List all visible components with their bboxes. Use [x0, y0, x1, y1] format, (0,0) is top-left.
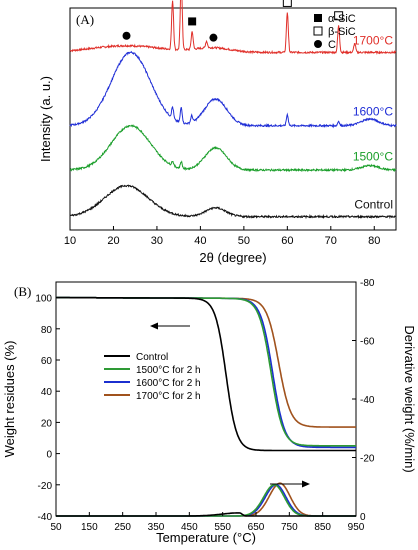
panel-a-phase-markers — [122, 0, 344, 42]
panel-b-frame — [55, 281, 357, 517]
series-label-1500-c: 1500°C — [353, 150, 393, 164]
panel-b-y-axis-label: Weight residues (%) — [2, 341, 17, 458]
panel-b: (B) 50 150 250 350 450 550 650 750 850 950 -40 -20… — [2, 278, 417, 545]
legend-marker-c — [314, 40, 322, 48]
a-x-tick-label-10: 10 — [64, 235, 76, 247]
arrow-right-head — [302, 480, 310, 488]
panel-a-x-axis-label: 2θ (degree) — [199, 250, 266, 265]
b-y-tick-label-40: 40 — [41, 387, 53, 398]
xrd-series-1700-c — [69, 0, 397, 55]
b-x-tick-label-850: 850 — [314, 522, 331, 533]
panel-a-series-labels: 1700°C 1600°C 1500°C Control — [353, 33, 393, 211]
arrow-left-head — [150, 322, 158, 330]
b-x-tick-label-50: 50 — [50, 522, 62, 533]
b-y-tick-label-20: 20 — [41, 418, 53, 429]
a-x-tick-label-40: 40 — [194, 235, 206, 247]
b-x-tick-label-250: 250 — [114, 522, 131, 533]
legend-marker-sic — [314, 14, 322, 22]
legend-label-c: C — [328, 39, 336, 51]
a-x-tick-label-80: 80 — [368, 235, 380, 247]
b-x-tick-label-450: 450 — [181, 522, 198, 533]
b-x-tick-label-950: 950 — [348, 522, 365, 533]
tg-curve-1500-c-for-2-h — [56, 296, 356, 447]
b-y2-tick-label--40: -40 — [360, 395, 375, 406]
legend-label-1600-c-for-2-h: 1600°C for 2 h — [136, 378, 201, 389]
a-x-tick-label-70: 70 — [325, 235, 337, 247]
panel-b-label: (B) — [14, 284, 31, 299]
b-x-tick-label-650: 650 — [248, 522, 265, 533]
b-x-tick-label-550: 550 — [214, 522, 231, 533]
b-y2-tick-label--80: -80 — [360, 278, 375, 289]
xrd-series-1500-c — [69, 124, 397, 173]
legend-label-1700-c-for-2-h: 1700°C for 2 h — [136, 391, 201, 402]
tg-curve-1700-c-for-2-h — [56, 296, 356, 428]
panel-b-curves — [56, 296, 356, 517]
b-x-tick-label-150: 150 — [81, 522, 98, 533]
b-x-tick-label-350: 350 — [148, 522, 165, 533]
panel-b-y2-axis-label: Derivative weight (%/min) — [402, 325, 417, 472]
a-x-tick-label-50: 50 — [238, 235, 250, 247]
panel-b-x-ticks: 50 150 250 350 450 550 650 750 850 950 — [50, 512, 365, 533]
panel-b-y-ticks: -40 -20 0 20 40 60 80 100 — [35, 294, 60, 523]
b-y-tick-label-60: 60 — [41, 356, 53, 367]
phase-marker-5 — [282, 0, 292, 7]
a-x-tick-label-60: 60 — [281, 235, 293, 247]
dtg-curve-1700-c-for-2-h — [56, 482, 356, 517]
b-y-tick-label-0: 0 — [46, 450, 52, 461]
panel-a: (A) 10 20 30 40 50 60 70 80 1700°C 1600°C 1500°C C… — [38, 0, 397, 265]
panel-b-y2-ticks: 0 -20 -40 -60 -80 — [352, 278, 375, 523]
b-x-tick-label-750: 750 — [281, 522, 298, 533]
panel-b-legend: Control 1500°C for 2 h 1600°C for 2 h 1700°… — [104, 352, 201, 402]
legend-label-1500-c-for-2-h: 1500°C for 2 h — [136, 365, 201, 376]
phase-marker-3 — [188, 17, 197, 26]
a-x-tick-label-30: 30 — [151, 235, 163, 247]
tg-curve-control — [56, 296, 356, 452]
b-y-tick-label--20: -20 — [38, 481, 53, 492]
b-y-tick-label-80: 80 — [41, 325, 53, 336]
panel-a-series-group — [69, 0, 397, 220]
series-label-1600-c: 1600°C — [353, 104, 393, 118]
b-y2-tick-label--60: -60 — [360, 337, 375, 348]
phase-marker-6 — [334, 11, 344, 21]
panel-a-x-ticks: 10 20 30 40 50 60 70 80 — [64, 226, 380, 247]
series-label-1700-c: 1700°C — [353, 33, 393, 47]
dtg-curve-1600-c-for-2-h — [56, 483, 356, 517]
panel-a-y-axis-label: Intensity (a. u.) — [38, 76, 53, 162]
dtg-curve-control — [56, 512, 356, 517]
legend-marker-sic — [313, 26, 323, 36]
panel-a-label: (A) — [76, 12, 94, 27]
series-label-control: Control — [354, 198, 393, 212]
panel-a-frame — [69, 7, 397, 231]
legend-label-sic: α-SiC — [328, 13, 356, 25]
phase-marker-0 — [122, 31, 131, 40]
legend-label-sic: β-SiC — [328, 26, 356, 38]
b-y2-tick-label--20: -20 — [360, 454, 375, 465]
b-y-tick-label--40: -40 — [38, 512, 53, 523]
phase-marker-4 — [209, 33, 218, 42]
a-x-tick-label-20: 20 — [107, 235, 119, 247]
panel-b-x-axis-label: Temperature (°C) — [156, 530, 256, 545]
b-y2-tick-label-0: 0 — [360, 512, 366, 523]
xrd-series-control — [69, 184, 397, 220]
tg-curve-1600-c-for-2-h — [56, 296, 356, 449]
xrd-series-1600-c — [69, 50, 397, 129]
panel-b-arrows — [150, 322, 310, 488]
legend-label-control: Control — [136, 352, 168, 363]
b-y-tick-label-100: 100 — [35, 294, 52, 305]
dtg-curve-1500-c-for-2-h — [56, 484, 356, 517]
